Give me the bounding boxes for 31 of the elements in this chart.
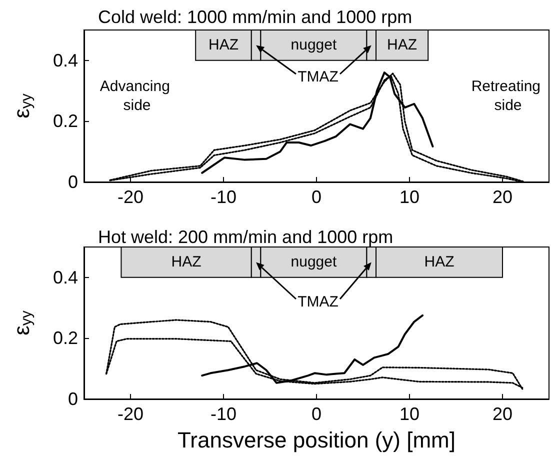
chart-title: Cold weld: 1000 mm/min and 1000 rpm bbox=[98, 7, 412, 27]
x-tick-label: -20 bbox=[117, 187, 144, 207]
band-label: nugget bbox=[290, 36, 338, 54]
y-tick-label: 0.4 bbox=[52, 50, 78, 70]
y-tick-label: 0 bbox=[68, 389, 78, 409]
x-tick-label: -10 bbox=[210, 404, 237, 424]
band-label: nugget bbox=[290, 254, 338, 271]
x-tick-label: 10 bbox=[399, 187, 420, 207]
band-label: HAZ bbox=[387, 36, 418, 54]
x-tick-label: 0 bbox=[311, 404, 322, 424]
annotation: TMAZ bbox=[298, 68, 338, 86]
annotation: TMAZ bbox=[298, 294, 338, 310]
x-tick-label: 20 bbox=[492, 187, 513, 207]
band-label: HAZ bbox=[171, 254, 202, 271]
y-tick-label: 0.4 bbox=[52, 267, 78, 288]
band-label: HAZ bbox=[208, 36, 238, 54]
chart-title: Hot weld: 200 mm/min and 1000 rpm bbox=[98, 227, 394, 247]
x-tick-label: 20 bbox=[492, 404, 513, 424]
band-label: HAZ bbox=[424, 254, 454, 271]
y-axis-title: εyy bbox=[9, 93, 35, 118]
annotation: Retreating side bbox=[471, 78, 545, 114]
x-axis-title: Transverse position (y) [mm] bbox=[178, 428, 456, 452]
y-tick-label: 0.2 bbox=[52, 111, 78, 132]
x-tick-label: 0 bbox=[311, 187, 322, 207]
y-tick-label: 0.2 bbox=[52, 328, 78, 348]
y-tick-label: 0 bbox=[68, 172, 78, 192]
y-axis-title: εyy bbox=[9, 310, 35, 336]
x-tick-label: -10 bbox=[210, 187, 237, 207]
x-tick-label: -20 bbox=[117, 404, 144, 424]
x-tick-label: 10 bbox=[399, 404, 420, 424]
annotation: Advancing side bbox=[100, 78, 174, 114]
